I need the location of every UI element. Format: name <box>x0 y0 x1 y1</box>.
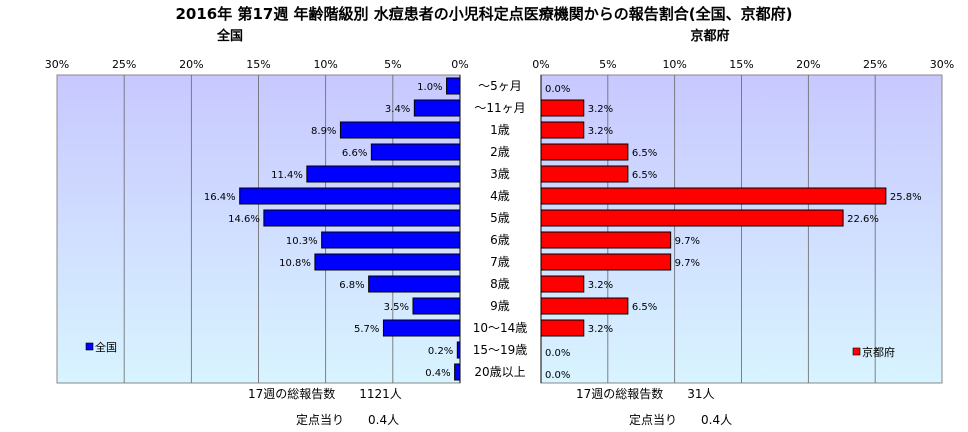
data-label-kyoto: 3.2% <box>588 280 613 291</box>
bar-kyoto <box>540 209 844 227</box>
data-label-national: 8.9% <box>311 126 336 137</box>
kyoto-per-site: 定点当り 0.4人 <box>629 412 732 427</box>
right-x-tick-label: 10% <box>662 58 686 71</box>
category-label: 20歳以上 <box>474 365 525 379</box>
right-x-tick-label: 25% <box>863 58 887 71</box>
left-x-tick-label: 15% <box>246 58 270 71</box>
legend-label-national: 全国 <box>95 340 117 354</box>
data-label-kyoto: 6.5% <box>632 302 657 313</box>
data-label-kyoto: 3.2% <box>588 324 613 335</box>
chart-title: 2016年 第17週 年齢階級別 水痘患者の小児科定点医療機関からの報告割合(全… <box>175 5 792 23</box>
right-x-tick-label: 15% <box>729 58 753 71</box>
data-label-national: 5.7% <box>354 324 379 335</box>
left-x-tick-label: 20% <box>179 58 203 71</box>
data-label-national: 10.3% <box>286 236 318 247</box>
bar-national <box>368 275 461 293</box>
data-label-kyoto: 6.5% <box>632 170 657 181</box>
left-x-tick-label: 5% <box>384 58 401 71</box>
data-label-national: 0.2% <box>428 346 453 357</box>
data-label-kyoto: 0.0% <box>545 84 570 95</box>
category-label: 5歳 <box>490 211 510 225</box>
bar-kyoto <box>540 275 585 293</box>
data-label-kyoto: 6.5% <box>632 148 657 159</box>
category-labels: ～5ヶ月 ～11ヶ月 1歳 2歳 3歳 4歳 5歳 6歳 7歳 8歳 9歳 10～14歳 15～19歳 2… <box>473 79 528 379</box>
bar-national <box>263 209 461 227</box>
legend-label-kyoto: 京都府 <box>862 345 895 359</box>
bar-kyoto <box>540 253 672 271</box>
left-x-tick-label: 10% <box>313 58 337 71</box>
kyoto-total-reports: 17週の総報告数 31人 <box>576 386 715 401</box>
bar-national <box>314 253 461 271</box>
bar-national <box>239 187 461 205</box>
data-label-national: 1.0% <box>417 82 442 93</box>
category-label: 3歳 <box>490 167 510 181</box>
bar-national <box>456 341 461 359</box>
bar-kyoto <box>540 99 585 117</box>
bar-national <box>321 231 461 249</box>
right-panel-title: 京都府 <box>690 28 729 44</box>
category-label: 10～14歳 <box>473 321 528 335</box>
bar-kyoto <box>540 143 629 161</box>
data-label-national: 0.4% <box>425 368 450 379</box>
data-label-national: 3.5% <box>384 302 409 313</box>
data-label-national: 3.4% <box>385 104 410 115</box>
bar-kyoto <box>540 165 629 183</box>
data-label-kyoto: 3.2% <box>588 104 613 115</box>
legend-swatch-kyoto <box>852 347 861 356</box>
bar-national <box>454 363 461 381</box>
data-label-national: 16.4% <box>204 192 236 203</box>
bar-kyoto <box>540 121 585 139</box>
right-x-tick-label: 0% <box>532 58 549 71</box>
left-x-tick-label: 0% <box>451 58 468 71</box>
bar-national <box>382 319 461 337</box>
bar-national <box>306 165 461 183</box>
right-legend: 京都府 <box>852 345 895 359</box>
bar-national <box>413 99 461 117</box>
data-label-national: 6.6% <box>342 148 367 159</box>
bar-kyoto <box>540 231 672 249</box>
bar-national <box>370 143 461 161</box>
left-panel-title: 全国 <box>216 28 243 44</box>
category-label: ～5ヶ月 <box>478 79 522 93</box>
data-label-kyoto: 9.7% <box>675 236 700 247</box>
bar-kyoto <box>540 187 887 205</box>
left-x-tick-label: 25% <box>112 58 136 71</box>
right-plot-area: 0% 5% 10% 15% 20% 25% 30% 0.0% 3.2% 3.2% 6.5% 6.5% 2… <box>532 58 954 384</box>
data-label-national: 6.8% <box>339 280 364 291</box>
category-label: 9歳 <box>490 299 510 313</box>
left-legend: 全国 <box>85 340 117 354</box>
data-label-national: 10.8% <box>279 258 311 269</box>
bar-national <box>339 121 461 139</box>
right-x-tick-label: 20% <box>796 58 820 71</box>
right-x-tick-label: 5% <box>599 58 616 71</box>
data-label-national: 11.4% <box>271 170 303 181</box>
category-label: 15～19歳 <box>473 343 528 357</box>
data-label-kyoto: 3.2% <box>588 126 613 137</box>
category-label: 7歳 <box>490 255 510 269</box>
bar-kyoto <box>540 319 585 337</box>
national-per-site: 定点当り 0.4人 <box>296 412 399 427</box>
bar-kyoto <box>540 297 629 315</box>
data-label-kyoto: 9.7% <box>675 258 700 269</box>
legend-swatch-national <box>85 342 94 351</box>
left-x-tick-label: 30% <box>45 58 69 71</box>
category-label: ～11ヶ月 <box>474 101 525 115</box>
right-x-tick-label: 30% <box>930 58 954 71</box>
category-label: 8歳 <box>490 277 510 291</box>
data-label-national: 14.6% <box>228 214 260 225</box>
data-label-kyoto: 0.0% <box>545 348 570 359</box>
category-label: 1歳 <box>490 123 510 137</box>
data-label-kyoto: 25.8% <box>890 192 922 203</box>
category-label: 2歳 <box>490 145 510 159</box>
data-label-kyoto: 0.0% <box>545 370 570 381</box>
bar-national <box>412 297 461 315</box>
category-label: 4歳 <box>490 189 510 203</box>
left-plot-area: 30% 25% 20% 15% 10% 5% 0% 1.0% 3.4% 8.9% 6.6% 11.4%… <box>45 58 469 384</box>
data-label-kyoto: 22.6% <box>847 214 879 225</box>
bar-national <box>446 77 461 95</box>
national-total-reports: 17週の総報告数 1121人 <box>248 386 402 401</box>
category-label: 6歳 <box>490 233 510 247</box>
